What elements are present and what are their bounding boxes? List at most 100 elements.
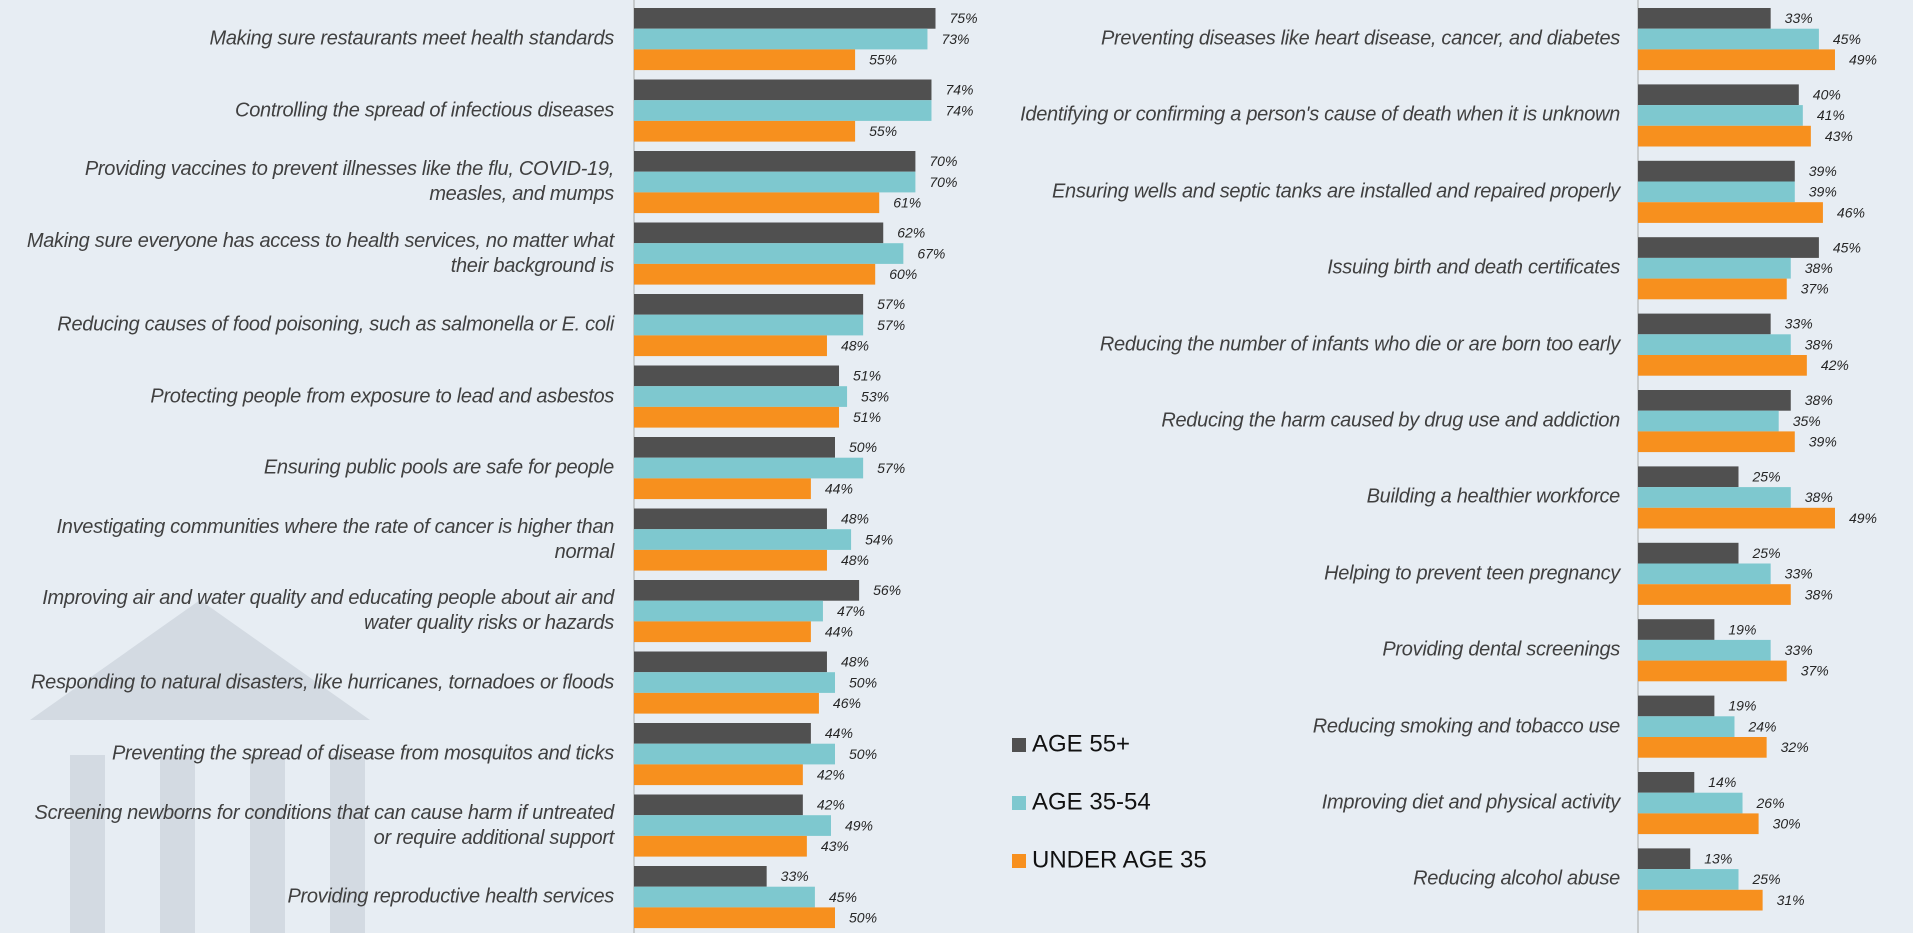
data-label: 73% xyxy=(941,31,969,47)
bar xyxy=(634,835,807,857)
bar xyxy=(1638,278,1787,300)
data-label: 57% xyxy=(877,460,905,476)
bar xyxy=(634,907,835,929)
bar xyxy=(634,263,876,285)
bar xyxy=(634,580,860,601)
category-label: Making sure everyone has access to healt… xyxy=(26,229,614,277)
bar xyxy=(634,192,880,214)
bar xyxy=(634,723,811,744)
data-label: 42% xyxy=(1821,357,1849,373)
data-label: 37% xyxy=(1801,281,1829,297)
bar xyxy=(634,529,852,550)
data-label: 54% xyxy=(865,531,893,547)
bar xyxy=(634,243,904,264)
data-label: 39% xyxy=(1809,184,1837,200)
category-label: Reducing smoking and tobacco use xyxy=(1312,715,1621,738)
bar xyxy=(1638,737,1767,758)
bar xyxy=(1638,105,1803,126)
data-label: 55% xyxy=(869,123,897,139)
data-label: 57% xyxy=(877,296,905,312)
data-label: 41% xyxy=(1817,107,1845,123)
bar xyxy=(1638,639,1771,661)
data-label: 49% xyxy=(1849,51,1877,67)
bar xyxy=(634,508,827,530)
bar xyxy=(634,294,864,315)
data-label: 48% xyxy=(841,654,869,670)
data-label: 33% xyxy=(1785,642,1813,658)
bar xyxy=(1638,160,1795,182)
bar xyxy=(1638,869,1739,890)
category-label: Preventing the spread of disease from mo… xyxy=(111,742,614,765)
data-label: 19% xyxy=(1728,698,1756,714)
bar xyxy=(1638,257,1791,279)
bar xyxy=(1638,202,1823,223)
bar xyxy=(634,549,827,571)
bar xyxy=(634,866,767,887)
data-label: 48% xyxy=(841,552,869,568)
category-label: Building a healthier workforce xyxy=(1366,485,1621,508)
data-label: 49% xyxy=(845,817,873,833)
category-label: Providing vaccines to prevent illnesses … xyxy=(84,158,614,206)
category-label: Reducing the number of infants who die o… xyxy=(1099,333,1620,356)
data-label: 50% xyxy=(849,674,877,690)
data-label: 38% xyxy=(1805,586,1833,602)
legend-label: UNDER AGE 35 xyxy=(1032,846,1207,873)
data-label: 30% xyxy=(1773,815,1801,831)
data-label: 25% xyxy=(1752,468,1781,484)
data-label: 45% xyxy=(1833,31,1861,47)
bar xyxy=(1638,889,1763,911)
bar xyxy=(1638,813,1759,835)
bar xyxy=(634,335,827,357)
bar xyxy=(634,672,835,693)
data-label: 49% xyxy=(1849,510,1877,526)
data-label: 37% xyxy=(1801,663,1829,679)
bar xyxy=(634,478,811,500)
data-label: 14% xyxy=(1708,774,1736,790)
category-label: Reducing alcohol abuse xyxy=(1413,867,1620,890)
bar xyxy=(1638,8,1771,29)
bar xyxy=(1638,542,1739,564)
bar xyxy=(1638,487,1791,508)
bar xyxy=(634,457,864,479)
bar xyxy=(1638,507,1835,529)
category-label: Ensuring wells and septic tanks are inst… xyxy=(1051,180,1620,203)
data-label: 38% xyxy=(1805,260,1833,276)
category-label: Investigating communities where the rate… xyxy=(56,515,615,563)
data-label: 35% xyxy=(1793,413,1821,429)
bar xyxy=(634,100,932,121)
bar xyxy=(1638,237,1819,258)
data-label: 60% xyxy=(889,266,917,282)
data-label: 48% xyxy=(841,511,869,527)
bar xyxy=(634,794,803,816)
data-label: 61% xyxy=(893,194,921,210)
bar xyxy=(634,621,811,643)
bar xyxy=(1638,125,1811,147)
data-label: 75% xyxy=(950,10,978,26)
data-label: 45% xyxy=(829,889,857,905)
category-label: Protecting people from exposure to lead … xyxy=(150,385,614,408)
category-label: Helping to prevent teen pregnancy xyxy=(1324,562,1620,585)
bar xyxy=(634,171,916,193)
category-label: Screening newborns for conditions that c… xyxy=(34,801,615,849)
bar xyxy=(634,365,840,387)
data-label: 25% xyxy=(1752,545,1781,561)
bar xyxy=(1638,584,1791,605)
category-label: Ensuring public pools are safe for peopl… xyxy=(263,456,614,479)
data-label: 13% xyxy=(1704,850,1732,866)
data-label: 25% xyxy=(1752,871,1781,887)
category-label: Preventing diseases like heart disease, … xyxy=(1100,27,1620,50)
bar xyxy=(634,28,928,50)
data-label: 50% xyxy=(849,439,877,455)
data-label: 55% xyxy=(869,51,897,67)
data-label: 53% xyxy=(861,388,889,404)
data-label: 62% xyxy=(897,225,925,241)
bar xyxy=(1638,848,1691,870)
bar xyxy=(634,222,884,244)
category-label: Identifying or confirming a person's cau… xyxy=(1020,103,1620,126)
bar xyxy=(634,651,827,673)
data-label: 74% xyxy=(945,82,973,98)
data-label: 46% xyxy=(833,695,861,711)
bar xyxy=(634,120,856,142)
